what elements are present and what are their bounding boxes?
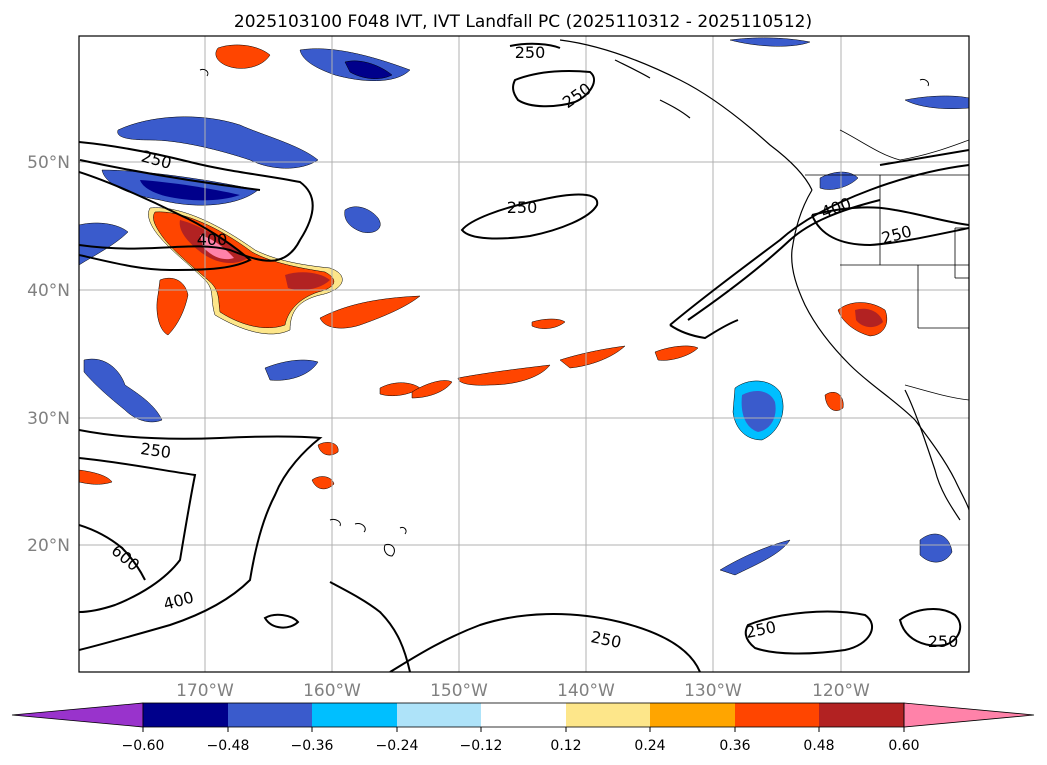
contour-label-250: 250 (139, 439, 172, 462)
colorbar-bin (143, 703, 228, 727)
figure-title: 2025103100 F048 IVT, IVT Landfall PC (20… (234, 12, 812, 32)
pos-anomaly-small2 (79, 469, 113, 485)
pos-anomaly-band5 (559, 345, 626, 369)
political-borders (805, 129, 969, 401)
neg-anomaly-mid1 (264, 359, 319, 381)
contour-label-250: 250 (515, 43, 546, 62)
colorbar: −0.60 −0.48 −0.36 −0.24 −0.12 0.12 0.24 … (11, 702, 1035, 754)
neg-anomaly-east-inner (741, 390, 776, 432)
colorbar-bin (397, 703, 481, 727)
colorbar-frame (142, 702, 905, 728)
colorbar-tick-label: 0.36 (719, 738, 750, 754)
colorbar-tick-labels: −0.60 −0.48 −0.36 −0.24 −0.12 0.12 0.24 … (122, 738, 920, 754)
colorbar-bin (819, 703, 904, 727)
islands (199, 69, 929, 557)
neg-anomaly-aleutian (117, 116, 319, 169)
neg-anomaly-gulf-ak (344, 60, 393, 79)
gridlines (79, 36, 969, 672)
colorbar-tick-label: −0.48 (207, 738, 250, 754)
lon-label: 160°W (303, 681, 361, 701)
colorbar-tick-label: 0.24 (634, 738, 665, 754)
pos-anomaly-small3 (317, 442, 339, 456)
pos-anomaly-left (156, 277, 189, 336)
colorbar-bin (481, 703, 566, 727)
lon-label: 150°W (430, 681, 488, 701)
colorbar-bin (228, 703, 312, 727)
pos-anomaly-small4 (311, 476, 335, 490)
colorbar-tick-label: −0.60 (122, 738, 165, 754)
latitude-labels: 50°N 40°N 30°N 20°N (27, 153, 70, 556)
contour-label-250: 250 (928, 632, 959, 651)
neg-anomaly-top (729, 37, 811, 47)
lon-label: 140°W (557, 681, 615, 701)
pos-anomaly-band3 (411, 380, 453, 399)
pos-anomaly-band6 (531, 318, 566, 329)
neg-anomaly-sw1 (83, 358, 163, 423)
colorbar-tick-label: −0.24 (376, 738, 419, 754)
colorbar-bin (566, 703, 650, 727)
colorbar-bin (312, 703, 397, 727)
pos-anomaly-band7 (654, 345, 699, 361)
pos-anomaly-band1 (319, 295, 421, 329)
colorbar-tick-label: 0.60 (888, 738, 919, 754)
colorbar-tick-label: −0.12 (460, 738, 503, 754)
neg-anomaly-bc (819, 171, 859, 190)
colorbar-tick-label: 0.12 (550, 738, 581, 754)
pc-fill-layer (79, 37, 969, 576)
colorbar-tick-label: 0.48 (803, 738, 834, 754)
pos-anomaly-band4 (457, 364, 551, 386)
lon-label: 170°W (176, 681, 234, 701)
colorbar-bin (650, 703, 735, 727)
colorbar-ticks (142, 727, 905, 732)
pos-anomaly-secondary-core (285, 272, 330, 290)
colorbar-min-extend (11, 702, 144, 728)
pos-anomaly-ca-core (855, 308, 883, 328)
neg-anomaly-mid2 (344, 206, 381, 233)
coastlines (559, 39, 969, 521)
lat-label: 40°N (27, 281, 70, 301)
lon-label: 120°W (812, 681, 870, 701)
ivt-contours (79, 42, 969, 672)
lat-label: 30°N (27, 409, 70, 429)
lat-label: 20°N (27, 536, 70, 556)
neg-anomaly-west (79, 222, 129, 266)
pos-anomaly-topleft (215, 44, 271, 69)
contour-label-400: 400 (197, 230, 228, 249)
lat-label: 50°N (27, 153, 70, 173)
pos-anomaly-small1 (824, 392, 844, 411)
lon-label: 130°W (684, 681, 742, 701)
neg-anomaly-south (719, 539, 791, 576)
neg-anomaly-north-core (140, 180, 240, 201)
neg-anomaly-ne (904, 95, 969, 109)
colorbar-bin (735, 703, 819, 727)
map-frame (78, 35, 970, 673)
colorbar-max-extend (903, 702, 1035, 728)
map-panel: 250 250 250 400 250 400 250 250 600 400 … (27, 35, 970, 701)
colorbar-tick-label: −0.36 (291, 738, 334, 754)
neg-anomaly-baja (919, 533, 953, 563)
contour-label-250: 250 (507, 198, 538, 217)
longitude-labels: 170°W 160°W 150°W 140°W 130°W 120°W (176, 681, 870, 701)
